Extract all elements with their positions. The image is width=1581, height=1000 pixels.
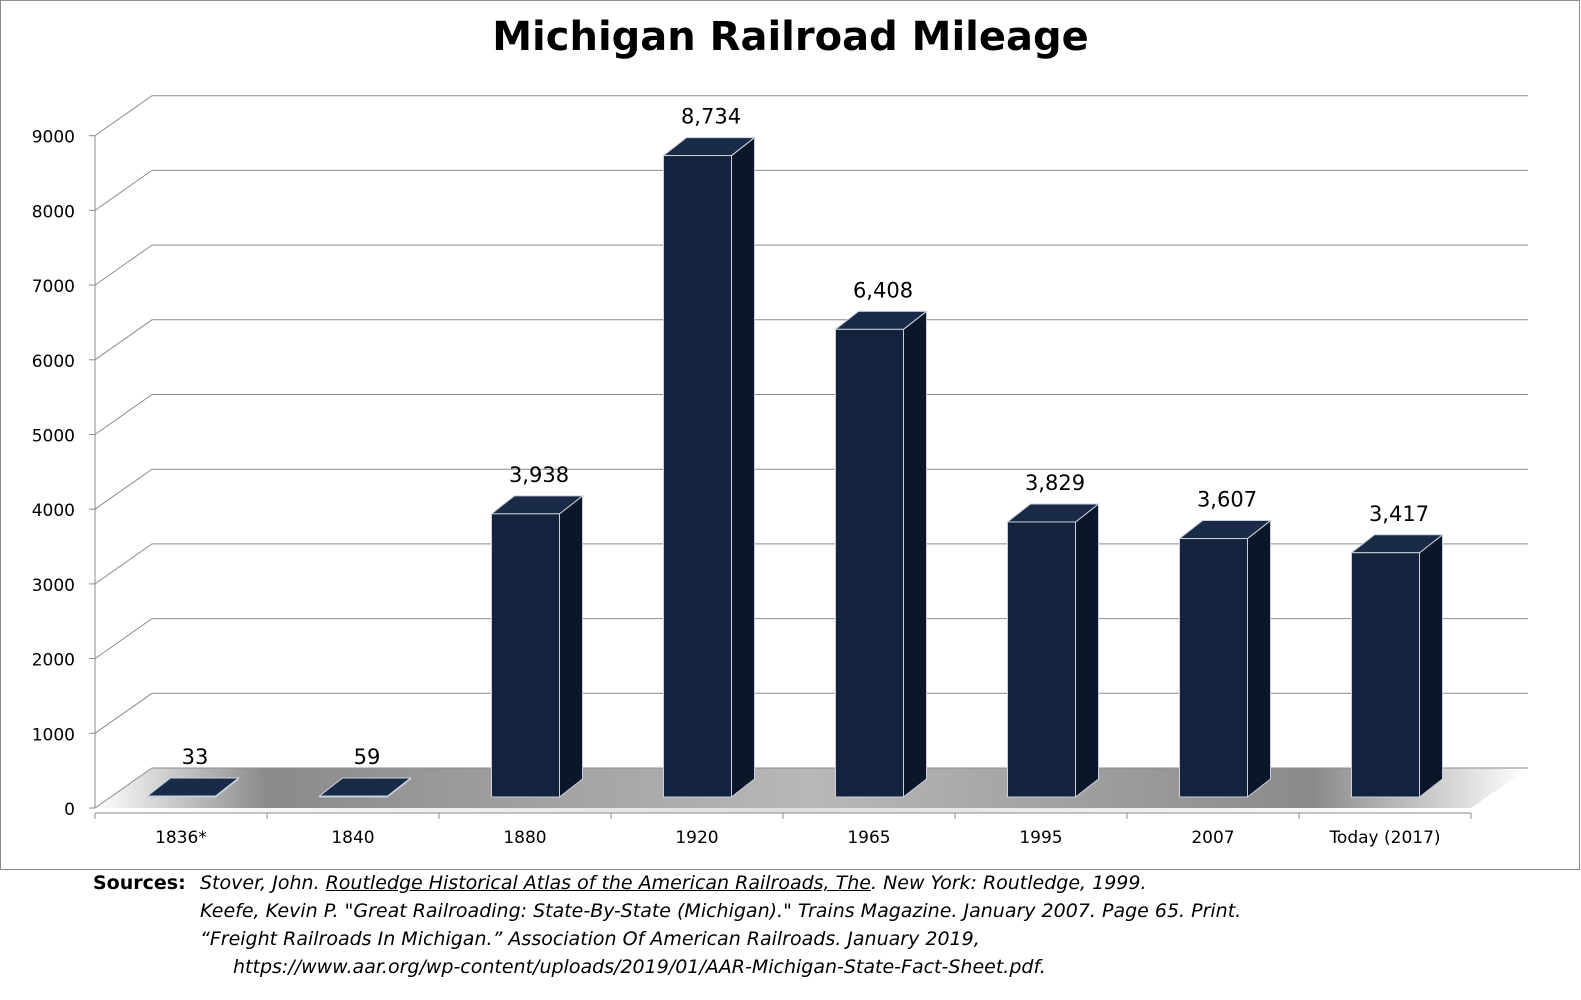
data-label: 8,734 xyxy=(681,105,741,129)
bar xyxy=(663,155,732,798)
x-tick-label: 1965 xyxy=(847,828,890,848)
gridline xyxy=(94,95,1528,137)
source-3: “Freight Railroads In Michigan.” Associa… xyxy=(200,928,980,950)
bar xyxy=(1007,521,1076,798)
data-label: 33 xyxy=(182,745,209,769)
gridline xyxy=(94,319,1528,361)
bar xyxy=(319,795,388,798)
data-label: 3,938 xyxy=(509,463,569,487)
source-1-publisher: . New York: Routledge, 1999. xyxy=(870,872,1147,894)
y-tick-label: 4000 xyxy=(32,501,75,521)
data-label: 3,829 xyxy=(1025,471,1085,495)
bar-side xyxy=(1075,502,1099,799)
y-tick-label: 7000 xyxy=(32,277,75,297)
bar xyxy=(1351,552,1420,798)
gridline xyxy=(94,394,1528,435)
source-1: Stover, John. Routledge Historical Atlas… xyxy=(200,872,1147,894)
y-tick-label: 6000 xyxy=(32,352,75,372)
bar-side xyxy=(731,136,755,799)
bar xyxy=(1179,538,1248,798)
x-tick-label: 2007 xyxy=(1191,828,1234,848)
source-2: Keefe, Kevin P. "Great Railroading: Stat… xyxy=(200,900,1242,922)
bar xyxy=(147,795,216,798)
x-tick-label: Today (2017) xyxy=(1328,828,1440,848)
source-1-author: Stover, John. xyxy=(200,872,326,894)
source-1-title: Routledge Historical Atlas of the Americ… xyxy=(325,872,871,894)
sources-label: Sources: xyxy=(93,872,186,894)
y-tick-label: 3000 xyxy=(32,576,75,596)
y-tick-label: 9000 xyxy=(32,128,75,148)
x-tick-label: 1840 xyxy=(331,828,374,848)
bar-side xyxy=(559,494,583,799)
y-tick-label: 5000 xyxy=(32,427,75,447)
source-3-url: https://www.aar.org/wp-content/uploads/2… xyxy=(233,956,1046,978)
y-tick-label: 0 xyxy=(64,800,75,820)
gridline xyxy=(94,169,1528,211)
bar xyxy=(491,513,560,798)
y-tick-label: 1000 xyxy=(32,725,75,745)
y-tick-label: 8000 xyxy=(32,202,75,222)
chart-floor xyxy=(95,768,1528,808)
bar-side xyxy=(1247,519,1271,799)
chart-floor-edge xyxy=(95,808,1471,813)
gridline xyxy=(94,543,1528,585)
chart-area xyxy=(0,0,1580,870)
gridline xyxy=(94,692,1528,734)
chart-plot: 0 1000 2000 3000 4000 5000 6000 7000 8000 9000 33 1… xyxy=(32,95,1528,848)
gridline xyxy=(94,618,1528,660)
bar xyxy=(835,328,904,798)
bar-side xyxy=(1419,533,1443,799)
data-label: 6,408 xyxy=(853,278,913,302)
data-label: 59 xyxy=(354,745,381,769)
bar-side xyxy=(903,310,927,799)
chart-title: Michigan Railroad Mileage xyxy=(492,14,1089,60)
x-tick-label: 1995 xyxy=(1019,828,1062,848)
x-tick-label: 1920 xyxy=(675,828,718,848)
x-tick-label: 1836* xyxy=(155,828,207,848)
x-tick-label: 1880 xyxy=(503,828,546,848)
data-label: 3,607 xyxy=(1197,488,1257,512)
gridline xyxy=(94,244,1528,286)
y-tick-label: 2000 xyxy=(32,651,75,671)
data-label: 3,417 xyxy=(1369,502,1429,526)
gridline xyxy=(94,468,1528,510)
